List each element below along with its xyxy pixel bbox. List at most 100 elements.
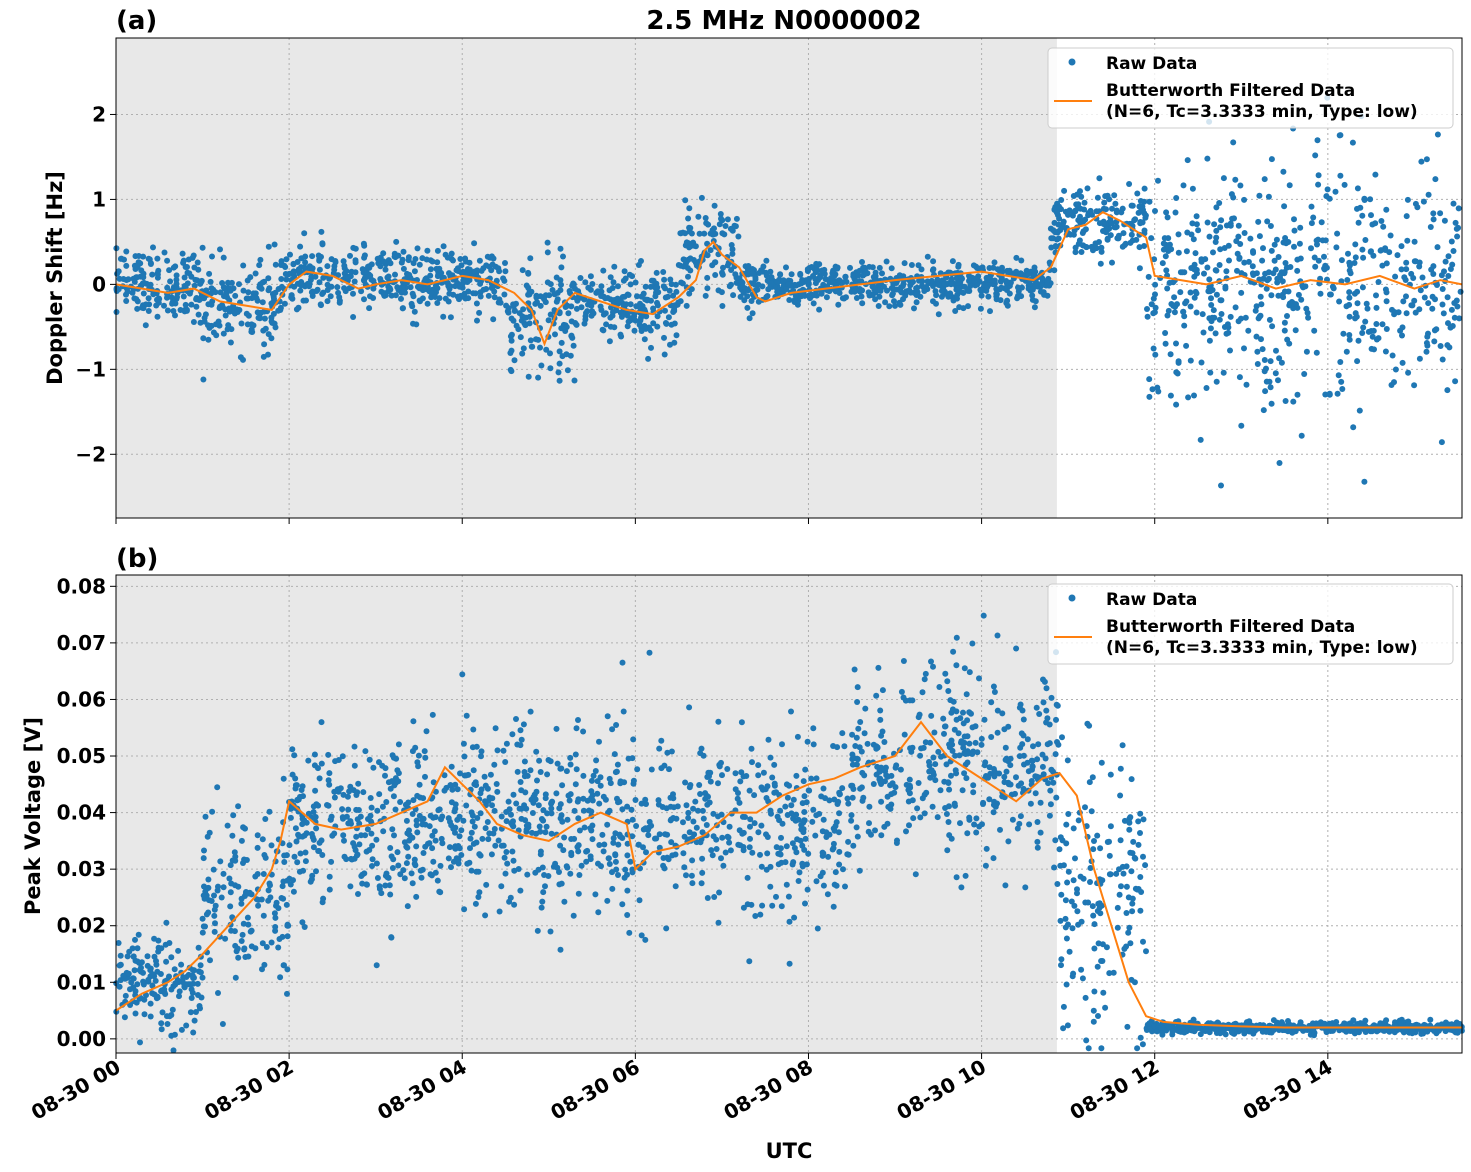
raw-data-point (537, 851, 544, 858)
raw-data-point (1048, 694, 1055, 701)
raw-data-point (951, 800, 958, 807)
raw-data-point (498, 883, 505, 890)
raw-data-point (839, 785, 846, 792)
raw-data-point (1359, 330, 1366, 336)
raw-data-point (526, 291, 533, 298)
raw-data-point (554, 864, 561, 871)
raw-data-point (1183, 248, 1190, 255)
raw-data-point (704, 895, 711, 901)
raw-data-point (767, 754, 774, 761)
raw-data-point (1321, 253, 1327, 260)
raw-data-point (1255, 218, 1262, 225)
raw-data-point (1279, 278, 1286, 285)
raw-data-point (662, 831, 669, 838)
raw-data-point (292, 785, 299, 792)
raw-data-point (709, 227, 716, 234)
raw-data-point (1037, 799, 1044, 806)
raw-data-point (1138, 206, 1145, 213)
raw-data-point (1015, 782, 1022, 789)
raw-data-point (624, 323, 631, 330)
raw-data-point (1364, 305, 1371, 312)
raw-data-point (692, 798, 699, 805)
raw-data-point (1455, 205, 1462, 212)
raw-data-point (786, 960, 793, 967)
raw-data-point (926, 759, 932, 765)
raw-data-point (208, 322, 215, 329)
raw-data-point (930, 298, 936, 305)
raw-data-point (172, 312, 178, 319)
raw-data-point (611, 324, 618, 331)
raw-data-point (245, 953, 252, 960)
raw-data-point (432, 814, 439, 821)
raw-data-point (457, 256, 464, 262)
raw-data-point (1013, 254, 1020, 261)
raw-data-point (632, 797, 639, 803)
raw-data-point (1175, 231, 1182, 238)
raw-data-point (664, 749, 671, 756)
raw-data-point (918, 266, 925, 273)
raw-data-point (720, 264, 726, 271)
raw-data-point (859, 769, 866, 776)
raw-data-point (1291, 216, 1297, 223)
raw-data-point (175, 979, 182, 986)
raw-data-point (130, 984, 137, 991)
raw-data-point (543, 346, 550, 353)
raw-data-point (1323, 1028, 1330, 1034)
raw-data-point (1267, 384, 1274, 391)
raw-data-point (356, 820, 363, 827)
raw-data-point (283, 256, 290, 263)
raw-data-point (642, 825, 649, 832)
raw-data-point (629, 866, 636, 873)
raw-data-point (535, 866, 542, 873)
raw-data-point (1020, 732, 1027, 739)
raw-data-point (502, 260, 508, 266)
raw-data-point (481, 773, 488, 780)
raw-data-point (236, 281, 242, 288)
raw-data-point (1414, 204, 1421, 211)
raw-data-point (711, 202, 718, 209)
raw-data-point (771, 780, 778, 787)
raw-data-point (625, 318, 632, 325)
raw-data-point (1025, 271, 1032, 278)
raw-data-point (1457, 288, 1464, 295)
raw-data-point (1032, 298, 1039, 305)
raw-data-point (850, 842, 857, 849)
raw-data-point (682, 230, 689, 237)
raw-data-point (525, 373, 532, 380)
raw-data-point (681, 256, 688, 263)
raw-data-point (897, 766, 904, 773)
raw-data-point (759, 902, 766, 909)
raw-data-point (395, 862, 402, 869)
raw-data-point (159, 1009, 166, 1016)
raw-data-point (427, 272, 434, 279)
raw-data-point (1238, 289, 1245, 296)
raw-data-point (970, 789, 977, 796)
raw-data-point (277, 974, 284, 981)
raw-data-point (434, 300, 441, 306)
raw-data-point (889, 290, 896, 297)
raw-data-point (1252, 307, 1259, 314)
raw-data-point (178, 1026, 185, 1033)
raw-data-point (983, 845, 990, 852)
raw-data-point (982, 862, 989, 869)
raw-data-point (1020, 716, 1027, 723)
raw-data-point (1354, 300, 1361, 307)
raw-data-point (1078, 193, 1085, 200)
raw-data-point (1025, 768, 1032, 775)
raw-data-point (921, 676, 928, 683)
raw-data-point (857, 278, 864, 285)
raw-data-point (1398, 266, 1405, 273)
raw-data-point (475, 894, 482, 900)
raw-data-point (1404, 196, 1411, 203)
raw-data-point (924, 253, 931, 260)
raw-data-point (973, 815, 980, 822)
raw-data-point (628, 806, 635, 813)
raw-data-point (508, 811, 514, 818)
raw-data-point (610, 839, 617, 846)
raw-data-point (507, 894, 514, 901)
raw-data-point (501, 854, 508, 861)
raw-data-point (1056, 846, 1063, 853)
raw-data-point (362, 274, 369, 281)
raw-data-point (1087, 879, 1093, 885)
raw-data-point (848, 812, 855, 819)
